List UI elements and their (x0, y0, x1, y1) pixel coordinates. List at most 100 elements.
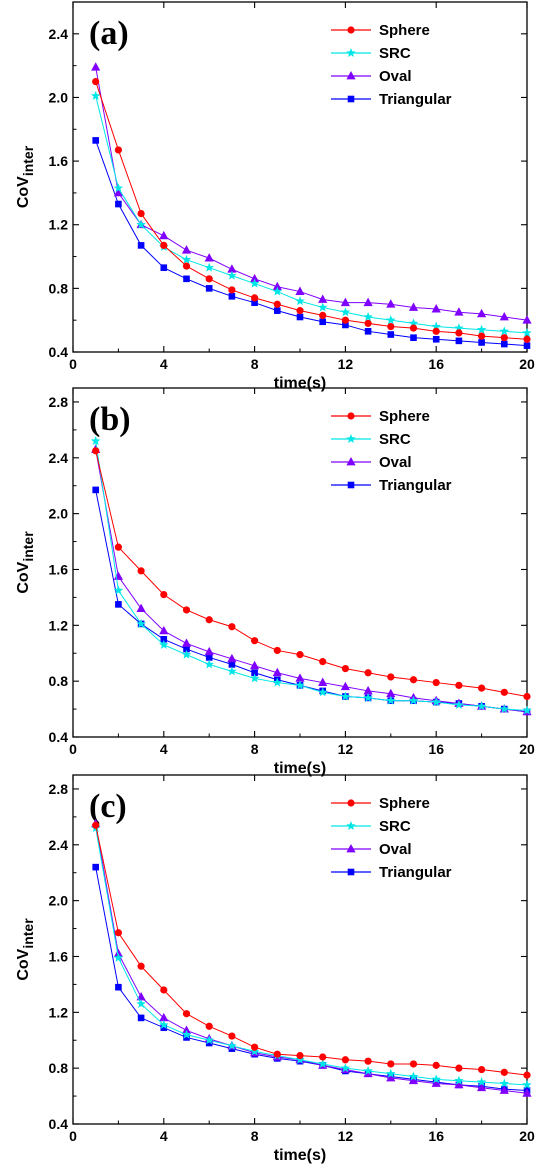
data-point (522, 315, 532, 324)
data-point (431, 697, 441, 707)
panel-label: (b) (89, 401, 131, 438)
x-tick-label: 0 (69, 356, 77, 372)
data-point (182, 606, 191, 614)
data-point (340, 1063, 351, 1073)
data-point (227, 270, 237, 280)
data-point (274, 307, 281, 314)
data-point (341, 316, 349, 324)
data-point (408, 1075, 419, 1085)
data-point (204, 659, 214, 669)
data-point (522, 327, 532, 337)
y-tick-label: 2.4 (49, 450, 69, 466)
data-point (227, 1040, 237, 1050)
data-point (183, 645, 190, 653)
y-tick-label: 1.6 (49, 948, 69, 964)
data-point (500, 334, 508, 342)
data-point (228, 1032, 236, 1040)
y-axis-title-main: CoV (15, 176, 32, 208)
data-point (454, 1079, 464, 1089)
data-point (432, 678, 440, 687)
y-axis-title-main: CoV (15, 948, 32, 980)
data-point (476, 701, 487, 711)
data-point (523, 1071, 531, 1079)
data-point (159, 625, 169, 635)
chart-panel-2: 0 4 8 12 16 20 0.4 0.8 1.2 1.6 2.0 2.4 2.8 time(s) CoV… (15, 387, 535, 777)
data-point (319, 1053, 327, 1061)
y-tick-label: 2.0 (49, 89, 69, 105)
data-point (92, 486, 99, 494)
data-point (113, 952, 124, 962)
legend-marker (347, 799, 355, 807)
data-point (363, 692, 373, 702)
data-point (205, 1022, 213, 1030)
legend-marker (346, 844, 356, 853)
data-point (340, 691, 351, 701)
series-line (95, 95, 528, 334)
data-point (478, 684, 486, 692)
x-axis-title: time(s) (274, 760, 326, 777)
data-point (249, 1046, 260, 1056)
data-point (114, 146, 122, 154)
data-point (476, 1077, 487, 1087)
y-tick-label: 0.4 (49, 344, 69, 360)
y-tick-label: 2.8 (49, 394, 69, 410)
x-tick-label: 16 (428, 1128, 444, 1144)
x-tick-label: 0 (69, 741, 77, 757)
series-src (90, 436, 532, 715)
data-point (431, 1074, 441, 1084)
data-point (160, 591, 168, 599)
panel-label: (a) (89, 15, 129, 52)
data-point (272, 667, 282, 677)
data-point (183, 275, 190, 283)
data-point (501, 340, 508, 348)
data-point (181, 245, 192, 254)
data-point (387, 673, 395, 681)
data-point (205, 275, 213, 283)
series-oval (91, 444, 532, 716)
data-point (342, 321, 349, 329)
data-point (114, 929, 122, 937)
data-point (340, 681, 350, 691)
data-point (295, 286, 305, 295)
legend-label: SRC (379, 818, 411, 835)
data-point (251, 299, 258, 306)
data-point (181, 254, 192, 264)
data-point (227, 666, 237, 676)
data-point (364, 328, 372, 335)
data-point (113, 187, 123, 197)
data-point (204, 1035, 214, 1045)
legend-label: Triangular (379, 477, 452, 494)
x-tick-label: 20 (519, 741, 535, 757)
data-point (522, 1088, 532, 1097)
x-tick-label: 16 (428, 741, 444, 757)
data-point (341, 1056, 349, 1064)
data-point (251, 1043, 259, 1051)
series-oval (91, 818, 532, 1097)
data-point (205, 616, 213, 624)
data-point (523, 335, 531, 343)
data-point (387, 1060, 395, 1068)
series-line (95, 867, 528, 1091)
data-point (477, 308, 487, 318)
data-point (90, 436, 101, 446)
data-point (92, 863, 99, 871)
y-axis-title-sub: inter (20, 531, 36, 562)
data-point (160, 264, 168, 271)
data-point (410, 334, 417, 341)
data-point (250, 660, 260, 670)
data-point (363, 312, 373, 322)
data-point (432, 327, 440, 335)
data-point (364, 1057, 372, 1065)
data-point (296, 651, 304, 659)
x-tick-label: 16 (428, 356, 444, 372)
x-tick-label: 4 (160, 1128, 168, 1144)
data-point (317, 687, 328, 697)
series-triangular (92, 863, 531, 1094)
data-point (296, 313, 304, 321)
data-point (318, 677, 328, 686)
y-tick-label: 2.0 (49, 506, 69, 522)
x-tick-label: 12 (338, 741, 354, 757)
legend-marker (346, 434, 356, 444)
data-point (455, 329, 463, 337)
data-point (160, 635, 168, 643)
